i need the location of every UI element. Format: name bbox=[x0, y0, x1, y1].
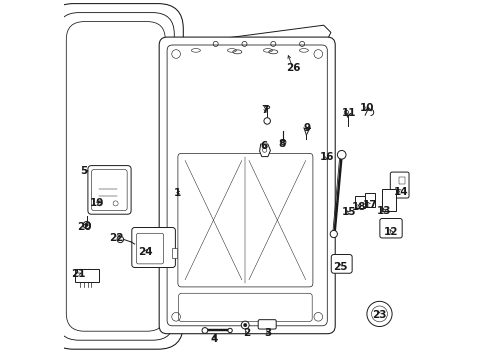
Text: 12: 12 bbox=[384, 227, 398, 237]
Circle shape bbox=[83, 221, 90, 229]
Text: 21: 21 bbox=[71, 269, 85, 279]
Text: 16: 16 bbox=[319, 152, 333, 162]
Text: 18: 18 bbox=[351, 202, 366, 212]
FancyBboxPatch shape bbox=[66, 22, 165, 331]
FancyBboxPatch shape bbox=[258, 320, 276, 329]
Text: 15: 15 bbox=[341, 207, 355, 217]
Text: 22: 22 bbox=[109, 233, 123, 243]
Text: 4: 4 bbox=[210, 334, 217, 344]
FancyBboxPatch shape bbox=[159, 37, 335, 334]
Circle shape bbox=[85, 224, 88, 226]
Polygon shape bbox=[259, 144, 270, 157]
Text: 24: 24 bbox=[138, 247, 152, 257]
FancyBboxPatch shape bbox=[88, 166, 131, 214]
Text: 19: 19 bbox=[89, 198, 104, 208]
Bar bbox=[399, 177, 404, 184]
Text: 10: 10 bbox=[359, 103, 373, 113]
Circle shape bbox=[117, 236, 123, 243]
Text: 17: 17 bbox=[362, 200, 376, 210]
Ellipse shape bbox=[264, 106, 269, 109]
Text: 20: 20 bbox=[77, 222, 91, 232]
Circle shape bbox=[202, 328, 207, 333]
Circle shape bbox=[113, 201, 118, 206]
Text: 25: 25 bbox=[332, 262, 346, 272]
Text: 9: 9 bbox=[304, 123, 310, 133]
Circle shape bbox=[280, 140, 285, 145]
Text: 2: 2 bbox=[242, 328, 249, 338]
Text: 3: 3 bbox=[264, 328, 271, 338]
Bar bbox=[172, 248, 177, 258]
Text: 11: 11 bbox=[341, 108, 355, 118]
Text: 5: 5 bbox=[81, 166, 88, 176]
Text: 7: 7 bbox=[261, 105, 268, 115]
Circle shape bbox=[337, 150, 346, 159]
FancyBboxPatch shape bbox=[379, 219, 401, 238]
Text: 6: 6 bbox=[260, 141, 267, 151]
Text: 26: 26 bbox=[285, 63, 300, 73]
Circle shape bbox=[227, 328, 232, 333]
FancyBboxPatch shape bbox=[330, 255, 351, 273]
Circle shape bbox=[329, 230, 337, 238]
Circle shape bbox=[243, 323, 246, 327]
Text: 23: 23 bbox=[371, 310, 386, 320]
Polygon shape bbox=[186, 25, 330, 63]
Circle shape bbox=[97, 201, 102, 206]
Bar bbox=[75, 269, 99, 282]
FancyBboxPatch shape bbox=[389, 172, 408, 198]
Text: 14: 14 bbox=[393, 186, 407, 197]
Bar bbox=[365, 193, 374, 207]
Circle shape bbox=[241, 321, 249, 329]
Bar bbox=[381, 189, 395, 211]
Circle shape bbox=[366, 301, 391, 327]
Text: 13: 13 bbox=[376, 206, 390, 216]
Text: 8: 8 bbox=[278, 139, 285, 149]
Circle shape bbox=[264, 118, 270, 124]
Text: 1: 1 bbox=[174, 188, 181, 198]
Bar bbox=[355, 196, 364, 208]
FancyBboxPatch shape bbox=[132, 228, 175, 267]
